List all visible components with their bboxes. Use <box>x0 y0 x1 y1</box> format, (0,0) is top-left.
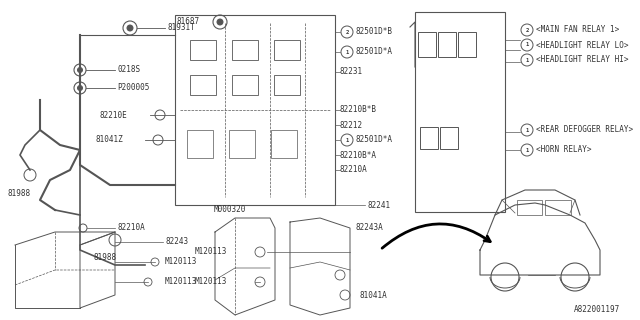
Text: M120113: M120113 <box>195 277 227 286</box>
Bar <box>175 15 335 205</box>
Text: 81988: 81988 <box>93 253 116 262</box>
Bar <box>274 75 300 95</box>
Bar <box>438 32 456 57</box>
Bar <box>190 40 216 60</box>
Bar <box>458 32 476 57</box>
Bar <box>415 12 505 212</box>
Bar <box>271 130 297 158</box>
Text: 82210B*A: 82210B*A <box>340 150 377 159</box>
Bar <box>274 40 300 60</box>
Bar <box>440 127 458 149</box>
Text: M000320: M000320 <box>214 205 246 214</box>
Text: 82501D*A: 82501D*A <box>356 135 393 145</box>
Text: 81988: 81988 <box>8 188 31 197</box>
Text: 81687: 81687 <box>177 18 200 27</box>
Text: 1: 1 <box>525 43 529 47</box>
Text: <HEADLIGHT RELAY HI>: <HEADLIGHT RELAY HI> <box>536 55 628 65</box>
Circle shape <box>217 19 223 25</box>
Text: 82501D*A: 82501D*A <box>356 47 393 57</box>
Circle shape <box>127 25 133 31</box>
Text: 1: 1 <box>346 138 349 142</box>
Text: 82210A: 82210A <box>340 165 368 174</box>
Circle shape <box>77 68 83 73</box>
Text: 81931T: 81931T <box>167 23 195 33</box>
Text: <HEADLIGHT RELAY LO>: <HEADLIGHT RELAY LO> <box>536 41 628 50</box>
Text: 82212: 82212 <box>340 121 363 130</box>
Text: 81041Z: 81041Z <box>95 135 123 145</box>
Text: 82210A: 82210A <box>117 223 145 233</box>
Circle shape <box>77 85 83 91</box>
Text: <HORN RELAY>: <HORN RELAY> <box>536 146 591 155</box>
Text: 1: 1 <box>525 127 529 132</box>
Text: M120113: M120113 <box>195 247 227 257</box>
Text: <REAR DEFOGGER RELAY>: <REAR DEFOGGER RELAY> <box>536 125 633 134</box>
Text: 82210E: 82210E <box>100 110 128 119</box>
Text: P200005: P200005 <box>117 84 149 92</box>
Bar <box>232 75 258 95</box>
Text: 1: 1 <box>525 58 529 62</box>
Bar <box>232 40 258 60</box>
Text: A822001197: A822001197 <box>573 305 620 314</box>
Bar <box>229 130 255 158</box>
Text: 82243A: 82243A <box>355 223 383 233</box>
Bar <box>187 130 213 158</box>
Text: 82241: 82241 <box>367 201 390 210</box>
Text: <MAIN FAN RELAY 1>: <MAIN FAN RELAY 1> <box>536 26 620 35</box>
Text: 2: 2 <box>525 28 529 33</box>
Text: M120113: M120113 <box>165 277 197 286</box>
Bar <box>418 32 436 57</box>
Bar <box>420 127 438 149</box>
Text: 82210B*B: 82210B*B <box>340 106 377 115</box>
Text: 1: 1 <box>525 148 529 153</box>
Text: 1: 1 <box>346 50 349 54</box>
Bar <box>517 200 542 215</box>
Text: 0218S: 0218S <box>117 66 140 75</box>
Bar <box>190 75 216 95</box>
Text: 82501D*B: 82501D*B <box>356 28 393 36</box>
Bar <box>545 200 571 215</box>
Text: 81041A: 81041A <box>360 291 388 300</box>
Text: M120113: M120113 <box>165 258 197 267</box>
Text: 2: 2 <box>346 29 349 35</box>
Text: 82243: 82243 <box>165 237 188 246</box>
Text: 82231: 82231 <box>340 68 363 76</box>
